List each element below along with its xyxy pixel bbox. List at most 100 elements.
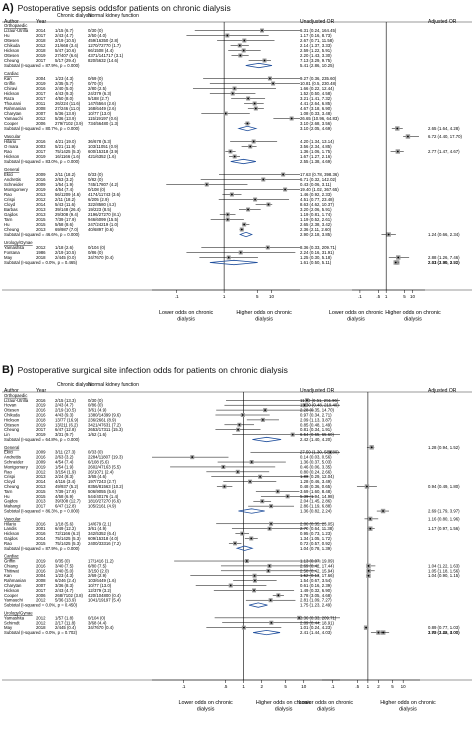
point-estimate xyxy=(269,77,271,80)
point-estimate xyxy=(261,419,264,421)
study-normal: 0/104 (0) xyxy=(88,615,106,620)
group-label: Urology/Gynae xyxy=(4,610,33,615)
study-chronic: 4/50 (8.0) xyxy=(55,96,74,101)
adjusted-point xyxy=(366,485,368,488)
panel-a-heading: A) Postoperative sepsis oddsfor patients … xyxy=(2,2,231,14)
study-author: Schneider xyxy=(4,460,24,465)
study-chronic: 26/224 (11.6) xyxy=(55,101,81,106)
study-author: Lizaur-Utrilla xyxy=(4,398,29,403)
study-year: 2018 xyxy=(36,625,46,630)
study-author: Schimdt xyxy=(4,620,20,625)
study-author: Hu xyxy=(4,494,10,499)
study-normal: 421/6352 (1.6) xyxy=(88,154,117,159)
study-or-text: 1.67 (1.27, 2.16) xyxy=(300,154,332,159)
subtotal-label: Subtotal (I-squared = 46.6%, p = 0.000) xyxy=(4,232,80,237)
study-or-text: 1.19 (0.81, 1.74) xyxy=(300,212,332,217)
axis-label-lower: Lower odds on chronic dialysis xyxy=(178,700,233,713)
point-estimate xyxy=(268,565,271,567)
study-normal: 34/7670 (0.4) xyxy=(88,625,114,630)
study-year: 2013 xyxy=(36,474,46,479)
study-author: Tarn xyxy=(4,489,13,494)
study-or-text: 2.65 (2.38, 3.42) xyxy=(300,222,332,227)
study-normal: 1/62 (1.6) xyxy=(88,432,107,437)
study-normal: 66/1508 (4.4) xyxy=(88,48,114,53)
study-year: 2014 xyxy=(36,479,46,484)
panel-b-letter: B) xyxy=(2,364,14,376)
panel-a-letter: A) xyxy=(2,2,14,14)
point-estimate xyxy=(242,49,245,52)
study-or-text: 0.85 (0.48, 1.49) xyxy=(300,422,332,427)
point-estimate xyxy=(277,594,280,597)
subtotal-diamond xyxy=(237,125,258,132)
subtotal-diamond xyxy=(252,436,282,443)
study-year: 2016 xyxy=(36,398,46,403)
adjusted-point xyxy=(396,150,399,153)
study-or-text: 0.14 (0.03, 0.56) xyxy=(300,455,332,460)
point-estimate xyxy=(226,218,229,221)
study-or-text: 8.63 (4.62, 10.37) xyxy=(300,202,334,207)
study-year: 2009 xyxy=(36,460,46,465)
point-estimate xyxy=(291,433,294,436)
axis-label-lower-right: Lower odds on chronic dialysis xyxy=(329,310,384,323)
study-normal: 0/30 (0) xyxy=(88,28,103,33)
study-year: 2012 xyxy=(36,615,46,620)
study-year: 2013 xyxy=(36,227,46,232)
study-or-text: 0.72 (0.57, 0.92) xyxy=(300,541,332,546)
col-chronic: Chronic dialysis xyxy=(57,13,93,19)
study-author: May xyxy=(4,255,13,260)
point-estimate xyxy=(250,537,253,540)
study-year: 2012 xyxy=(36,116,46,121)
subtotal-diamond xyxy=(209,259,258,266)
study-year: 2016 xyxy=(36,455,46,460)
study-or-text: 1.49 (0.32, 6.90) xyxy=(300,588,332,593)
study-or-text: 2.81 (1.09, 7.27) xyxy=(300,598,332,603)
adjusted-point xyxy=(367,565,370,567)
study-chronic: 6/47 (12.8) xyxy=(55,427,76,432)
subtotal-label: Subtotal (I-squared = 80.7%, p = 0.000) xyxy=(4,126,80,131)
tick-label-right: 1 xyxy=(385,294,388,299)
study-normal: 459/16350 (2.8) xyxy=(88,38,119,43)
study-chronic: 27/246 (11.0) xyxy=(55,106,81,111)
study-chronic: 13/77 (16.9) xyxy=(55,417,79,422)
study-year: 2008 xyxy=(36,106,46,111)
study-chronic: 4/54 (7.4) xyxy=(55,460,74,465)
study-chronic: 2/40 (5.0) xyxy=(55,568,74,573)
tick-label-right: 1 xyxy=(367,684,370,689)
study-year: 2012 xyxy=(36,469,46,474)
study-or-text: 3.10 (2.68, 3.56) xyxy=(300,121,332,126)
point-estimate xyxy=(253,589,255,592)
study-author: Hickson xyxy=(4,91,20,96)
adjusted-point xyxy=(367,574,370,577)
study-normal: 0/108 (0) xyxy=(88,187,106,192)
adjusted-or-text: 2.69 (1.79, 3.97) xyxy=(428,509,460,514)
study-chronic: 2/24 (8.3) xyxy=(55,474,74,479)
study-normal: 12/379 (3.2) xyxy=(88,588,112,593)
adjusted-or-text: 1.17 (0.97, 1.56) xyxy=(428,526,460,531)
study-author: Griffin xyxy=(4,559,16,564)
study-year: 2016 xyxy=(36,531,46,536)
point-estimate xyxy=(261,500,264,503)
study-year: 2001 xyxy=(36,526,46,531)
study-author: Cheung xyxy=(4,58,20,63)
study-year: 2015 xyxy=(36,222,46,227)
study-normal: 24/379 (6.3) xyxy=(88,91,112,96)
group-label: Vascular xyxy=(4,134,21,139)
study-year: 2017 xyxy=(36,504,46,509)
study-or-text: 26.65 (10.96, 64.83) xyxy=(300,116,339,121)
study-or-text: 4.41 (2.64, 6.85) xyxy=(300,101,332,106)
study-year: 2016 xyxy=(36,521,46,526)
study-or-text: 3.56 (2.34, 4.85) xyxy=(300,144,332,149)
study-normal: 36/678 (5.3) xyxy=(88,139,112,144)
study-author: Kan xyxy=(4,76,12,81)
subtotal-diamond xyxy=(248,602,268,608)
study-author: Cheung xyxy=(4,227,20,232)
axis-label-lower-right: Lower odds on chronic dialysis xyxy=(299,700,354,713)
study-normal: 103/6449 (1.6) xyxy=(88,578,117,583)
study-or-text: 6.71 (0.32, 142.02) xyxy=(300,177,337,182)
study-normal: 26/1071 (2.4) xyxy=(88,469,114,474)
study-chronic: 13/211 (6.2) xyxy=(55,422,78,427)
study-normal: 745/17807 (4.2) xyxy=(88,182,119,187)
point-estimate xyxy=(268,527,271,530)
point-estimate xyxy=(237,428,240,431)
group-label: General xyxy=(4,167,19,172)
